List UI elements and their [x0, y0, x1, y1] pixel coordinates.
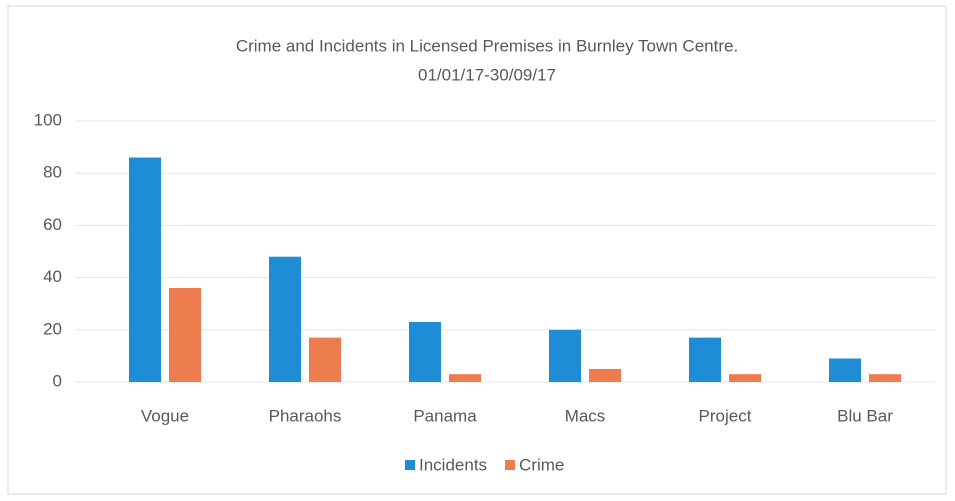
y-tick-label: 0: [53, 371, 62, 390]
bar: [409, 321, 441, 382]
chart-border: [7, 5, 947, 495]
x-tick-label: Pharaohs: [269, 406, 342, 425]
bar: [729, 374, 761, 382]
bar: [269, 256, 301, 382]
x-tick-label: Macs: [565, 406, 606, 425]
x-tick-label: Blu Bar: [837, 406, 893, 425]
x-tick-label: Vogue: [141, 406, 189, 425]
bar: [309, 337, 341, 382]
bar: [589, 368, 621, 382]
bar: [829, 358, 861, 382]
legend-label: Crime: [519, 455, 564, 474]
y-tick-label: 40: [43, 267, 62, 286]
bar: [129, 157, 161, 382]
bar: [449, 374, 481, 382]
bar: [689, 337, 721, 382]
chart-subtitle: 01/01/17-30/09/17: [418, 65, 556, 84]
chart-title: Crime and Incidents in Licensed Premises…: [236, 36, 738, 55]
legend-swatch: [505, 460, 516, 470]
legend-swatch: [405, 460, 415, 470]
y-tick-label: 60: [43, 215, 62, 234]
y-tick-label: 20: [43, 319, 62, 338]
legend-label: Incidents: [419, 455, 487, 474]
bar: [169, 288, 201, 382]
y-tick-label: 80: [43, 163, 62, 182]
bar: [549, 329, 581, 382]
bar: [869, 374, 901, 382]
x-tick-label: Project: [699, 406, 752, 425]
y-tick-label: 100: [34, 110, 62, 129]
x-tick-label: Panama: [413, 406, 477, 425]
